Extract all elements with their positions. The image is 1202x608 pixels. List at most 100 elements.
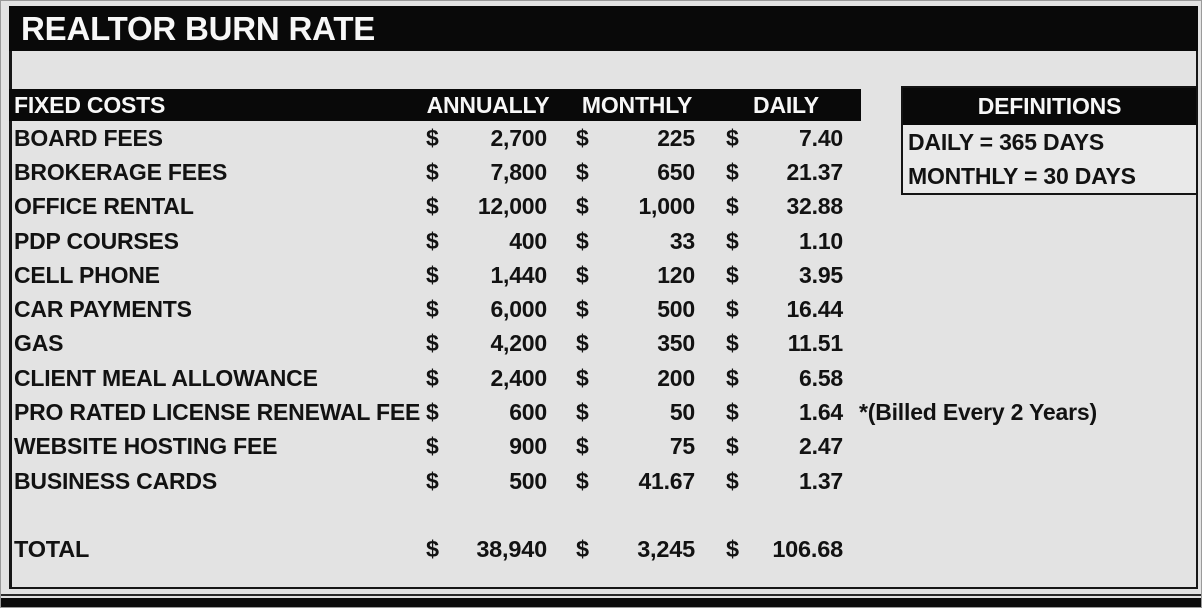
daily-cell: $ 32.88 — [723, 193, 849, 220]
total-row: TOTAL $ 38,940 $ 3,245 $ 106.68 — [9, 532, 1199, 566]
row-label: OFFICE RENTAL — [14, 193, 194, 220]
row-label: BROKERAGE FEES — [14, 158, 228, 185]
column-header-fixed-costs: FIXED COSTS — [14, 91, 166, 118]
total-monthly-cell: $ 3,245 — [573, 536, 701, 563]
monthly-cell: $ 200 — [573, 365, 701, 392]
monthly-cell: $ 350 — [573, 330, 701, 357]
monthly-value: 1,000 — [638, 193, 695, 220]
daily-cell: $ 6.58 — [723, 365, 849, 392]
monthly-value: 120 — [657, 261, 695, 288]
monthly-cell: $ 75 — [573, 433, 701, 460]
dollar-sign: $ — [576, 261, 589, 288]
total-daily-cell: $ 106.68 — [723, 536, 849, 563]
annually-value: 600 — [509, 399, 547, 426]
monthly-value: 225 — [657, 124, 695, 151]
monthly-cell: $ 41.67 — [573, 468, 701, 495]
daily-cell: $ 1.37 — [723, 468, 849, 495]
monthly-value: 500 — [657, 296, 695, 323]
total-annually-value: 38,940 — [476, 535, 547, 562]
table-row: CAR PAYMENTS $ 6,000 $ 500 $ 16.44 — [9, 292, 1199, 326]
row-label: BOARD FEES — [14, 124, 163, 151]
table-row: GAS $ 4,200 $ 350 $ 11.51 — [9, 327, 1199, 361]
annually-value: 2,400 — [490, 364, 547, 391]
daily-cell: $ 2.47 — [723, 433, 849, 460]
daily-value: 32.88 — [786, 193, 843, 220]
annually-value: 7,800 — [490, 158, 547, 185]
annually-value: 2,700 — [490, 124, 547, 151]
daily-cell: $ 16.44 — [723, 296, 849, 323]
dollar-sign: $ — [576, 296, 589, 323]
dollar-sign: $ — [726, 399, 739, 426]
dollar-sign: $ — [426, 158, 439, 185]
annually-value: 6,000 — [490, 296, 547, 323]
daily-value: 1.64 — [799, 399, 843, 426]
row-label: WEBSITE HOSTING FEE — [14, 433, 278, 460]
annually-cell: $ 400 — [423, 228, 553, 255]
dollar-sign: $ — [426, 535, 439, 562]
table-row: BUSINESS CARDS $ 500 $ 41.67 $ 1.37 — [9, 464, 1199, 498]
monthly-value: 75 — [669, 433, 695, 460]
definitions-box: DEFINITIONS DAILY = 365 DAYS MONTHLY = 3… — [901, 86, 1198, 195]
page-title: REALTOR BURN RATE — [21, 9, 376, 47]
column-header-monthly: MONTHLY — [581, 91, 693, 118]
monthly-cell: $ 120 — [573, 262, 701, 289]
dollar-sign: $ — [726, 227, 739, 254]
annually-value: 4,200 — [490, 330, 547, 357]
dollar-sign: $ — [726, 158, 739, 185]
monthly-cell: $ 650 — [573, 159, 701, 186]
dollar-sign: $ — [576, 193, 589, 220]
monthly-cell: $ 50 — [573, 399, 701, 426]
daily-value: 16.44 — [786, 296, 843, 323]
annually-value: 900 — [509, 433, 547, 460]
annually-value: 400 — [509, 227, 547, 254]
monthly-cell: $ 1,000 — [573, 193, 701, 220]
daily-cell: $ 1.64 — [723, 399, 849, 426]
row-label: CAR PAYMENTS — [14, 296, 192, 323]
daily-value: 1.37 — [799, 467, 843, 494]
column-header-annually: ANNUALLY — [426, 91, 550, 118]
dollar-sign: $ — [726, 535, 739, 562]
table-row: WEBSITE HOSTING FEE $ 900 $ 75 $ 2.47 — [9, 430, 1199, 464]
dollar-sign: $ — [576, 364, 589, 391]
sheet-bottom-rule — [1, 594, 1201, 596]
dollar-sign: $ — [726, 296, 739, 323]
annually-cell: $ 1,440 — [423, 262, 553, 289]
sheet-border — [9, 6, 1198, 589]
annually-cell: $ 2,700 — [423, 125, 553, 152]
monthly-cell: $ 225 — [573, 125, 701, 152]
table-row: CELL PHONE $ 1,440 $ 120 $ 3.95 — [9, 258, 1199, 292]
dollar-sign: $ — [426, 330, 439, 357]
dollar-sign: $ — [726, 330, 739, 357]
table-row: PRO RATED LICENSE RENEWAL FEE $ 600 $ 50… — [9, 395, 1199, 429]
annually-cell: $ 12,000 — [423, 193, 553, 220]
annually-value: 1,440 — [490, 261, 547, 288]
row-label: CELL PHONE — [14, 261, 160, 288]
row-label: BUSINESS CARDS — [14, 467, 217, 494]
dollar-sign: $ — [426, 433, 439, 460]
daily-value: 2.47 — [799, 433, 843, 460]
table-row: PDP COURSES $ 400 $ 33 $ 1.10 — [9, 224, 1199, 258]
daily-cell: $ 21.37 — [723, 159, 849, 186]
monthly-cell: $ 500 — [573, 296, 701, 323]
table-row: CLIENT MEAL ALLOWANCE $ 2,400 $ 200 $ 6.… — [9, 361, 1199, 395]
dollar-sign: $ — [576, 433, 589, 460]
table-row: BOARD FEES $ 2,700 $ 225 $ 7.40 — [9, 121, 1199, 155]
total-daily-value: 106.68 — [772, 535, 843, 562]
annually-cell: $ 6,000 — [423, 296, 553, 323]
annually-value: 12,000 — [477, 193, 547, 220]
dollar-sign: $ — [576, 399, 589, 426]
row-label: PDP COURSES — [14, 227, 179, 254]
daily-value: 6.58 — [799, 364, 843, 391]
total-label: TOTAL — [14, 535, 90, 562]
definitions-title: DEFINITIONS — [903, 88, 1196, 125]
dollar-sign: $ — [726, 193, 739, 220]
monthly-value: 350 — [657, 330, 695, 357]
column-header-daily: DAILY — [753, 91, 819, 118]
dollar-sign: $ — [576, 124, 589, 151]
annually-value: 500 — [509, 467, 547, 494]
definition-monthly: MONTHLY = 30 DAYS — [908, 162, 1136, 189]
table-rows: BOARD FEES $ 2,700 $ 225 $ 7.40 BROKERAG… — [9, 121, 1199, 498]
fixed-costs-header-row: FIXED COSTS ANNUALLY MONTHLY DAILY — [9, 89, 861, 121]
dollar-sign: $ — [576, 467, 589, 494]
annually-cell: $ 600 — [423, 399, 553, 426]
